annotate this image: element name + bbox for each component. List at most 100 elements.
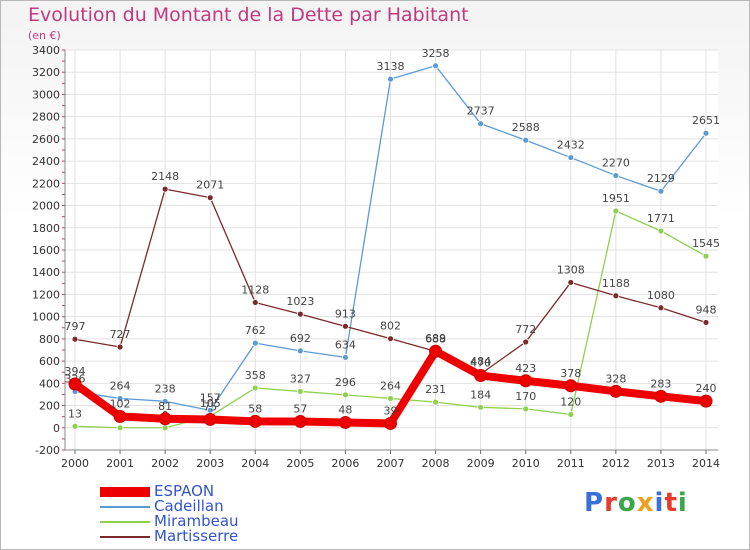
- data-label-espaon: 102: [110, 397, 131, 410]
- x-tick-label: 2006: [331, 457, 359, 470]
- data-point-espaon: [338, 415, 352, 429]
- data-point-espaon: [654, 389, 668, 403]
- data-point-cadeillan: [612, 172, 620, 179]
- data-point-cadeillan: [567, 154, 575, 161]
- data-point-martisserre: [387, 335, 394, 343]
- y-tick-label: -200: [35, 444, 60, 457]
- data-point-espaon: [429, 344, 443, 358]
- data-label-martisserre: 2071: [196, 179, 224, 192]
- data-point-mirambeau: [161, 424, 169, 432]
- legend-swatch-cadeillan: [100, 505, 150, 508]
- x-tick-label: 2014: [692, 457, 720, 470]
- data-label-mirambeau: 264: [380, 379, 401, 392]
- data-point-mirambeau: [296, 388, 304, 395]
- data-point-mirambeau: [702, 252, 710, 260]
- data-label-mirambeau: 1771: [647, 212, 675, 225]
- data-label-cadeillan: 238: [155, 382, 176, 395]
- data-label-espaon: 39: [384, 404, 398, 417]
- logo-letter: i: [677, 488, 688, 518]
- data-label-cadeillan: 264: [110, 379, 131, 392]
- data-label-martisserre: 688: [425, 332, 446, 345]
- data-point-martisserre: [522, 338, 530, 346]
- data-label-cadeillan: 2737: [467, 105, 495, 118]
- x-tick-label: 2002: [151, 457, 179, 470]
- data-point-mirambeau: [251, 384, 259, 392]
- x-tick-label: 2001: [106, 457, 134, 470]
- data-label-cadeillan: 2651: [692, 114, 720, 127]
- y-tick-label: 200: [39, 400, 60, 413]
- data-point-martisserre: [71, 335, 79, 343]
- data-label-espaon: 81: [158, 400, 172, 413]
- data-label-espaon: 689: [425, 332, 446, 345]
- legend-swatch-martisserre: [100, 535, 150, 538]
- legend-label-espaon: ESPAON: [154, 482, 215, 500]
- data-label-mirambeau: 105: [200, 397, 221, 410]
- data-point-cadeillan: [116, 395, 124, 402]
- data-point-espaon: [474, 369, 488, 383]
- data-point-cadeillan: [477, 120, 485, 128]
- data-label-martisserre: 913: [335, 307, 356, 320]
- legend-item-cadeillan: Cadeillan: [100, 499, 239, 514]
- data-point-cadeillan: [522, 136, 530, 144]
- data-label-cadeillan: 2129: [647, 172, 675, 185]
- data-label-cadeillan: 762: [245, 324, 266, 337]
- data-point-espaon: [203, 412, 217, 426]
- data-label-mirambeau: 184: [470, 388, 491, 401]
- x-tick-label: 2010: [512, 457, 540, 470]
- chart-subtitle: (en €): [28, 29, 61, 42]
- data-label-mirambeau: 1951: [602, 192, 630, 205]
- data-label-martisserre: 948: [696, 303, 717, 316]
- data-point-martisserre: [567, 279, 575, 286]
- data-label-martisserre: 1128: [241, 283, 269, 296]
- data-label-espaon: 470: [470, 357, 491, 370]
- legend-swatch-espaon: [100, 486, 150, 497]
- data-point-espaon: [158, 412, 172, 426]
- data-label-mirambeau: 327: [290, 372, 311, 385]
- legend-label-cadeillan: Cadeillan: [154, 497, 224, 515]
- data-label-espaon: 48: [338, 403, 352, 416]
- data-label-mirambeau: 170: [515, 390, 536, 403]
- chart-title: Evolution du Montant de la Dette par Hab…: [28, 4, 469, 26]
- data-point-mirambeau: [612, 207, 620, 215]
- y-tick-label: 2600: [32, 133, 60, 146]
- legend-item-mirambeau: Mirambeau: [100, 514, 239, 529]
- data-label-espaon: 240: [696, 382, 717, 395]
- legend-label-martisserre: Martisserre: [154, 527, 239, 545]
- x-tick-label: 2011: [557, 457, 585, 470]
- y-tick-label: 1800: [32, 222, 60, 235]
- chart-legend: ESPAON Cadeillan Mirambeau Martisserre: [100, 484, 239, 544]
- x-tick-label: 2000: [61, 457, 89, 470]
- data-label-martisserre: 1023: [286, 295, 314, 308]
- data-point-mirambeau: [116, 424, 124, 432]
- data-label-mirambeau: 1545: [692, 237, 720, 250]
- y-tick-label: 400: [39, 377, 60, 390]
- logo-letter: t: [664, 488, 678, 518]
- data-point-cadeillan: [387, 75, 394, 83]
- logo-letter: r: [604, 488, 618, 518]
- data-label-espaon: 75: [203, 400, 217, 413]
- data-point-martisserre: [296, 310, 304, 318]
- data-label-cadeillan: 157: [200, 391, 221, 404]
- data-label-martisserre: 2148: [151, 170, 179, 183]
- y-tick-label: 3400: [32, 44, 60, 57]
- data-label-espaon: 378: [560, 367, 581, 380]
- data-label-cadeillan: 2270: [602, 157, 630, 170]
- proxiti-logo: Proxiti: [584, 488, 688, 518]
- data-label-cadeillan: 692: [290, 332, 311, 345]
- data-point-cadeillan: [161, 397, 169, 405]
- data-point-martisserre: [161, 185, 169, 193]
- data-label-mirambeau: 231: [425, 383, 446, 396]
- data-label-cadeillan: 3258: [422, 47, 450, 60]
- data-point-mirambeau: [71, 422, 79, 430]
- y-tick-label: 600: [39, 355, 60, 368]
- data-label-espaon: 328: [605, 372, 626, 385]
- data-point-cadeillan: [296, 347, 304, 355]
- logo-letter: o: [617, 488, 637, 518]
- y-tick-label: 1200: [32, 288, 60, 301]
- data-label-espaon: 57: [293, 402, 307, 415]
- y-tick-label: 3000: [32, 88, 60, 101]
- legend-label-mirambeau: Mirambeau: [154, 512, 239, 530]
- data-point-espaon: [113, 409, 127, 423]
- x-tick-label: 2012: [602, 457, 630, 470]
- data-point-mirambeau: [387, 395, 394, 402]
